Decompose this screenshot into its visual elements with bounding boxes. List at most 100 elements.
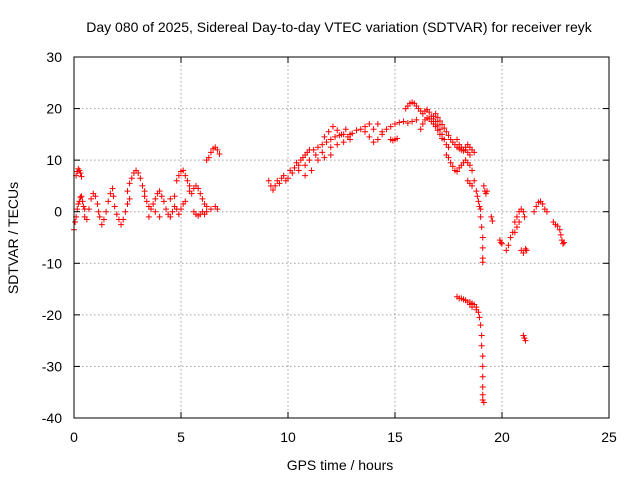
data-point [276, 180, 283, 187]
data-point [404, 120, 411, 127]
data-point [432, 110, 439, 117]
data-point [321, 154, 328, 161]
data-point [513, 213, 520, 220]
data-point [96, 213, 103, 220]
data-point [310, 146, 317, 153]
data-point [471, 149, 478, 156]
data-point [77, 170, 84, 177]
data-point [475, 198, 482, 205]
data-point [182, 172, 189, 179]
data-point [295, 162, 302, 169]
data-point [92, 193, 99, 200]
data-point [285, 175, 291, 182]
data-point [521, 335, 528, 342]
data-point [480, 399, 487, 406]
data-point [280, 172, 287, 179]
grid-lines [74, 57, 609, 418]
data-point [496, 237, 503, 244]
data-point [270, 187, 277, 194]
data-point [357, 126, 364, 133]
data-point [214, 206, 221, 213]
data-point [338, 131, 345, 138]
data-point [383, 126, 390, 133]
data-point [554, 223, 561, 230]
data-point [499, 240, 505, 247]
data-point [488, 213, 495, 220]
data-point [478, 224, 485, 231]
data-point [476, 203, 483, 210]
data-point [325, 128, 332, 135]
data-point [484, 188, 491, 195]
chart-title: Day 080 of 2025, Sidereal Day-to-day VTE… [86, 19, 592, 35]
data-point [158, 193, 165, 200]
data-point [195, 185, 202, 192]
data-point [173, 177, 180, 184]
data-point [436, 131, 443, 138]
data-point [167, 195, 174, 202]
data-point [291, 164, 298, 171]
data-point [507, 234, 514, 241]
plot-frame [73, 56, 610, 419]
data-point [466, 151, 473, 158]
data-point [497, 239, 504, 246]
data-point [417, 126, 424, 133]
data-point [118, 221, 125, 228]
data-point [214, 146, 221, 153]
data-point [447, 159, 454, 166]
data-point [374, 136, 381, 143]
data-point [434, 127, 441, 134]
data-point [327, 136, 334, 143]
data-point [156, 188, 163, 195]
data-point [79, 198, 86, 205]
data-point [135, 170, 142, 177]
data-point [454, 168, 461, 175]
data-point [434, 114, 441, 121]
data-point [516, 219, 523, 226]
data-point [511, 229, 518, 236]
data-point [126, 195, 133, 202]
data-point [366, 121, 373, 128]
data-point [302, 172, 309, 179]
x-tick-label: 10 [280, 429, 296, 445]
data-point [557, 231, 564, 238]
x-tick-label: 20 [494, 429, 510, 445]
data-point [353, 127, 360, 134]
data-point [473, 188, 480, 195]
data-point [426, 109, 433, 116]
data-points [71, 99, 568, 406]
data-point [479, 353, 486, 360]
data-point [521, 213, 528, 220]
data-point [152, 208, 159, 215]
data-point [445, 144, 452, 151]
data-point [78, 173, 85, 180]
data-point [178, 206, 184, 213]
data-point [478, 332, 485, 339]
data-point [169, 208, 176, 215]
data-point [439, 135, 446, 142]
data-point [120, 216, 127, 223]
data-point [436, 117, 443, 124]
data-point [329, 123, 336, 130]
data-point [479, 396, 486, 403]
data-point [520, 208, 527, 215]
data-point [98, 221, 105, 228]
data-point [370, 139, 377, 146]
data-point [334, 127, 341, 134]
data-point [319, 149, 326, 156]
data-point [362, 123, 369, 130]
data-point [85, 206, 92, 213]
data-point [449, 163, 456, 170]
data-point [78, 193, 85, 200]
y-tick-label: -10 [42, 255, 62, 271]
data-point [471, 177, 478, 184]
data-point [289, 170, 296, 177]
data-point [314, 157, 321, 164]
data-point [145, 213, 152, 220]
data-point [203, 208, 210, 215]
data-point [126, 180, 133, 187]
data-point [559, 240, 566, 247]
data-point [394, 135, 401, 142]
data-point [306, 157, 313, 164]
data-point [396, 119, 403, 126]
